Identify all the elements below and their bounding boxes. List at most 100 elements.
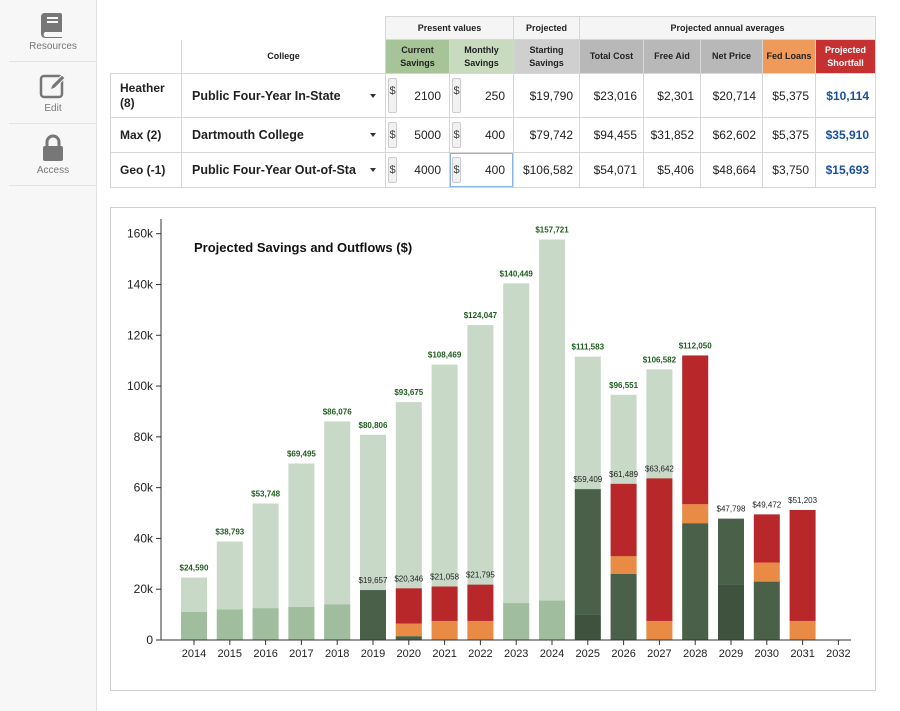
savings-outflows-chart: $24,590 $38,793 $53,748 $69,495 $86,076 $80,8… xyxy=(127,219,851,660)
savings-data-label: $93,675 xyxy=(394,388,423,397)
x-tick-label: 2024 xyxy=(540,648,564,660)
outflow-segment-fed_loans xyxy=(431,620,458,640)
sidebar-item-resources[interactable]: Resources xyxy=(9,0,97,62)
savings-data-label: $112,050 xyxy=(679,341,712,350)
x-tick-label: 2026 xyxy=(611,648,635,660)
savings-base-bar xyxy=(324,604,351,640)
person-name: Geo (-1) xyxy=(110,152,182,188)
savings-data-label: $38,793 xyxy=(215,527,244,536)
starting-savings-value: $19,790 xyxy=(513,73,580,118)
fed-loans-value: $5,375 xyxy=(762,117,816,153)
outflow-data-label: $59,409 xyxy=(573,475,602,484)
outflow-segment-shortfall xyxy=(753,514,780,563)
savings-data-label: $124,047 xyxy=(464,311,498,320)
x-tick-label: 2029 xyxy=(719,648,743,660)
sidebar-item-label: Access xyxy=(36,165,70,176)
table-row: Geo (-1) Public Four-Year Out-of-Sta $40… xyxy=(110,152,876,188)
shortfall-value: $15,693 xyxy=(815,152,876,188)
chart-panel: $24,590 $38,793 $53,748 $69,495 $86,076 $80,8… xyxy=(110,207,876,691)
fed-loans-value: $5,375 xyxy=(762,73,816,118)
x-tick-label: 2018 xyxy=(325,648,349,660)
monthly-savings-value: 400 xyxy=(484,163,505,177)
header-fed-loans: Fed Loans xyxy=(762,39,816,74)
y-tick-label: 160k xyxy=(127,227,154,241)
savings-data-label: $157,721 xyxy=(535,225,569,234)
savings-bar xyxy=(324,421,351,640)
outflow-segment-dark_savings xyxy=(360,590,386,640)
total-cost-value: $94,455 xyxy=(579,117,644,153)
savings-data-label: $24,590 xyxy=(180,564,209,573)
x-tick-label: 2019 xyxy=(361,648,385,660)
savings-base-bar xyxy=(181,612,207,640)
outflow-data-label: $19,657 xyxy=(359,576,388,585)
monthly-savings-input[interactable]: $400 xyxy=(449,117,514,153)
x-tick-label: 2032 xyxy=(826,648,850,660)
starting-savings-value: $79,742 xyxy=(513,117,580,153)
x-tick-label: 2017 xyxy=(289,648,313,660)
outflow-segment-fed_loans xyxy=(610,556,637,574)
savings-bar xyxy=(539,239,565,640)
y-tick-label: 60k xyxy=(134,481,154,495)
current-savings-input[interactable]: $5000 xyxy=(385,117,450,153)
x-tick-label: 2021 xyxy=(432,648,456,660)
currency-symbol: $ xyxy=(388,122,397,148)
savings-base-bar xyxy=(252,608,279,640)
header-net-price: Net Price xyxy=(700,39,763,74)
monthly-savings-value: 250 xyxy=(484,88,505,103)
savings-data-label: $106,582 xyxy=(643,355,677,364)
college-select[interactable]: Dartmouth College xyxy=(181,117,386,153)
starting-savings-value: $106,582 xyxy=(513,152,580,188)
header-total-cost: Total Cost xyxy=(579,39,644,74)
chevron-down-icon xyxy=(370,133,376,137)
sidebar-item-label: Resources xyxy=(29,41,77,52)
lock-icon xyxy=(43,134,63,161)
group-header-projected: Projected xyxy=(513,16,580,40)
y-tick-label: 140k xyxy=(127,277,154,291)
pencil-icon xyxy=(39,74,66,99)
college-value: Public Four-Year Out-of-Sta xyxy=(192,163,356,177)
outflow-data-label: $63,642 xyxy=(645,464,674,473)
outflow-segment-dark_savings xyxy=(753,581,780,640)
outflow-data-label: $51,203 xyxy=(788,496,817,505)
college-select[interactable]: Public Four-Year In-State xyxy=(181,73,386,118)
person-header xyxy=(110,39,182,74)
currency-symbol: $ xyxy=(452,122,461,148)
table-row: Heather (8) Public Four-Year In-State $2… xyxy=(110,73,876,118)
monthly-savings-input[interactable]: $250 xyxy=(449,73,514,118)
monthly-savings-input[interactable]: $400 xyxy=(449,152,514,188)
outflow-data-label: $21,795 xyxy=(466,571,495,580)
net-price-value: $62,602 xyxy=(700,117,763,153)
free-aid-value: $2,301 xyxy=(643,73,701,118)
plan-table: Present values Projected Projected annua… xyxy=(110,16,876,188)
college-select[interactable]: Public Four-Year Out-of-Sta xyxy=(181,152,386,188)
sidebar-item-label: Edit xyxy=(44,103,62,114)
savings-data-label: $108,469 xyxy=(428,351,462,360)
current-savings-input[interactable]: $4000 xyxy=(385,152,450,188)
blank-header xyxy=(110,16,386,40)
outflow-segment-dark_savings_2 xyxy=(718,584,744,640)
outflow-segment-shortfall xyxy=(467,584,494,621)
currency-symbol: $ xyxy=(388,78,397,113)
current-savings-value: 5000 xyxy=(414,128,441,142)
sidebar-item-edit[interactable]: Edit xyxy=(9,62,97,124)
y-tick-label: 100k xyxy=(127,379,154,393)
savings-data-label: $111,583 xyxy=(572,343,605,352)
x-tick-label: 2016 xyxy=(253,648,277,660)
currency-symbol: $ xyxy=(452,78,461,113)
outflow-segment-fed_loans xyxy=(753,562,780,582)
header-monthly-savings: Monthly Savings xyxy=(449,39,514,74)
group-header-annual: Projected annual averages xyxy=(579,16,876,40)
outflow-data-label: $49,472 xyxy=(752,500,781,509)
savings-data-label: $53,748 xyxy=(251,490,280,499)
outflow-segment-fed_loans xyxy=(789,620,816,640)
sidebar-item-access[interactable]: Access xyxy=(9,124,97,186)
header-starting-savings: Starting Savings xyxy=(513,39,580,74)
x-tick-label: 2014 xyxy=(182,648,206,660)
shortfall-value: $35,910 xyxy=(815,117,876,153)
current-savings-input[interactable]: $2100 xyxy=(385,73,450,118)
y-tick-label: 40k xyxy=(134,531,154,545)
total-cost-value: $54,071 xyxy=(579,152,644,188)
savings-data-label: $80,806 xyxy=(359,421,388,430)
outflow-segment-shortfall xyxy=(789,509,816,621)
x-tick-label: 2015 xyxy=(218,648,242,660)
